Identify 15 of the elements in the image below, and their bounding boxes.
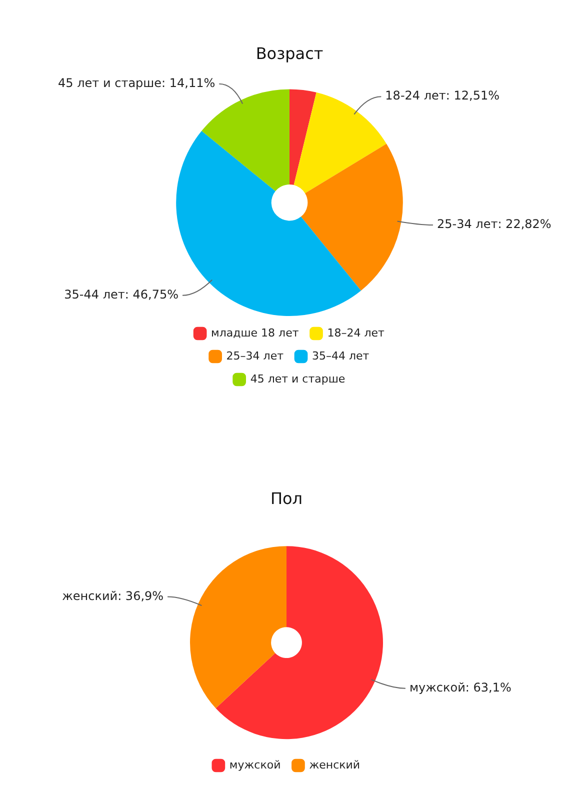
chart-title: Пол <box>270 488 303 508</box>
data-label: мужской: 63,1% <box>409 680 512 695</box>
legend-label: мужской <box>229 758 281 772</box>
data-label: 18-24 лет: 12,51% <box>385 88 500 103</box>
data-label: 35-44 лет: 46,75% <box>64 288 178 302</box>
chart-title: Возраст <box>256 44 324 63</box>
legend-label: 18–24 лет <box>327 326 386 340</box>
legend-label: 25–34 лет <box>226 349 284 362</box>
data-label: 45 лет и старше: 14,11% <box>58 76 216 90</box>
legend-label: 35–44 лет <box>312 349 370 362</box>
legend-label: 45 лет и старше <box>250 372 346 386</box>
legend-label: младше 18 лет <box>211 326 300 340</box>
data-label: женский: 36,9% <box>62 588 164 603</box>
data-label: 25-34 лет: 22,82% <box>436 217 552 232</box>
legend-label: женский <box>309 758 360 772</box>
